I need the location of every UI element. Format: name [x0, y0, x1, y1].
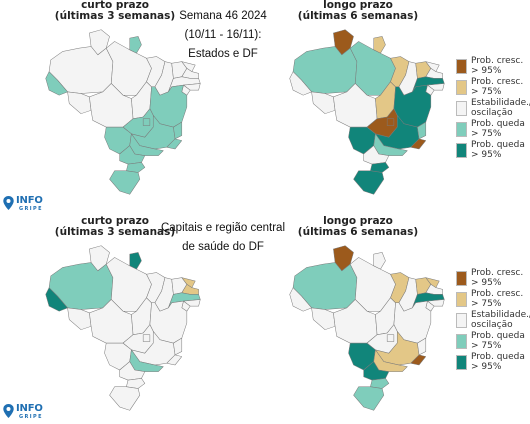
panel-title-line1: longo prazo: [323, 215, 393, 227]
panel-title-line2: (últimas 3 semanas): [54, 10, 176, 22]
state-df: [142, 118, 151, 126]
state-es: [173, 337, 183, 356]
legend-swatch: [456, 292, 467, 307]
legend-label-line2: > 75%: [471, 299, 502, 309]
legend-swatch: [456, 122, 467, 137]
state-rs: [353, 170, 385, 195]
panel-title-line2: (últimas 6 semanas): [297, 10, 419, 22]
legend-label-line1: Prob. cresc.: [471, 268, 524, 278]
state-df: [142, 334, 151, 342]
state-sc: [126, 378, 146, 389]
panel-title-top-right: longo prazo (últimas 6 semanas): [283, 0, 433, 22]
legend-label-line1: Estabilidade./: [471, 98, 530, 108]
legend-label-line1: Prob. queda: [471, 331, 525, 341]
legend-swatch: [456, 80, 467, 95]
state-ro: [311, 307, 336, 330]
legend-swatch: [456, 101, 467, 116]
legend-label-line2: > 95%: [471, 362, 502, 372]
state-sc: [370, 162, 390, 173]
legend-swatch: [456, 355, 467, 370]
map-capitals-short-term: [45, 245, 201, 411]
state-ap: [373, 252, 386, 270]
capitals-line2: de saúde do DF: [182, 241, 264, 253]
map-pin-icon: [3, 404, 14, 418]
logo-word: INFO: [16, 195, 43, 206]
state-pr: [119, 145, 146, 165]
map-capitals-long-term: [289, 245, 445, 411]
map-states-long-term: [289, 29, 445, 195]
state-sc: [370, 378, 390, 389]
dates-line: (10/11 - 16/11):: [184, 29, 262, 41]
state-df: [386, 334, 395, 342]
infogripe-logo-top: INFO GRIPE: [3, 195, 49, 215]
state-ro: [67, 91, 92, 114]
state-rs: [353, 386, 385, 411]
legend-swatch: [456, 143, 467, 158]
scope-line: Estados e DF: [188, 48, 258, 60]
state-rs: [109, 386, 141, 411]
logo-sub: GRIPE: [19, 206, 43, 212]
logo-word: INFO: [16, 403, 43, 414]
state-ap: [373, 36, 386, 54]
state-pr: [363, 361, 390, 381]
state-es: [417, 337, 427, 356]
panel-title-line1: curto prazo: [81, 215, 149, 227]
state-rj: [166, 354, 183, 366]
panel-title-top-left: curto prazo (últimas 3 semanas): [40, 0, 190, 22]
legend-label-line2: > 75%: [471, 341, 502, 351]
state-sc: [126, 162, 146, 173]
state-rj: [410, 138, 427, 150]
week-line: Semana 46 2024: [179, 10, 267, 22]
state-rs: [109, 170, 141, 195]
state-df: [386, 118, 395, 126]
legend-label-line2: > 95%: [471, 66, 502, 76]
legend-swatch: [456, 271, 467, 286]
state-rj: [166, 138, 183, 150]
week-header: Semana 46 2024 (10/11 - 16/11): Estados …: [168, 7, 278, 64]
panel-title-line1: curto prazo: [81, 0, 149, 11]
panel-title-bottom-left: curto prazo (últimas 3 semanas): [40, 216, 190, 238]
logo-sub: GRIPE: [19, 414, 43, 420]
state-pr: [119, 361, 146, 381]
legend-label-line1: Estabilidade./: [471, 310, 530, 320]
legend-label-line2: > 75%: [471, 129, 502, 139]
state-ap: [129, 252, 142, 270]
legend-swatch: [456, 313, 467, 328]
legend-label-line1: Prob. cresc.: [471, 56, 524, 66]
legend-label-line1: Prob. queda: [471, 140, 525, 150]
panel-title-bottom-right: longo prazo (últimas 6 semanas): [283, 216, 433, 238]
state-es: [417, 121, 427, 140]
map-states-short-term: [45, 29, 201, 195]
legend-label-line2: oscilação: [471, 108, 513, 118]
infogripe-logo-bottom: INFO GRIPE: [3, 403, 49, 423]
panel-title-line2: (últimas 3 semanas): [54, 226, 176, 238]
capitals-header: Capitais e região central de saúde do DF: [158, 219, 288, 257]
panel-title-line1: longo prazo: [323, 0, 393, 11]
state-ap: [129, 36, 142, 54]
legend-label-line2: > 95%: [471, 150, 502, 160]
legend-label-line2: > 95%: [471, 278, 502, 288]
panel-title-line2: (últimas 6 semanas): [297, 226, 419, 238]
legend-label-line2: oscilação: [471, 320, 513, 330]
legend-label-line1: Prob. queda: [471, 119, 525, 129]
legend-swatch: [456, 334, 467, 349]
legend-swatch: [456, 59, 467, 74]
state-pr: [363, 145, 390, 165]
state-ro: [67, 307, 92, 330]
legend-label-line1: Prob. cresc.: [471, 77, 524, 87]
state-es: [173, 121, 183, 140]
capitals-line1: Capitais e região central: [160, 222, 285, 234]
map-pin-icon: [3, 196, 14, 210]
state-ro: [311, 91, 336, 114]
legend-label-line1: Prob. queda: [471, 352, 525, 362]
state-rj: [410, 354, 427, 366]
legend-label-line2: > 75%: [471, 87, 502, 97]
legend-label-line1: Prob. cresc.: [471, 289, 524, 299]
